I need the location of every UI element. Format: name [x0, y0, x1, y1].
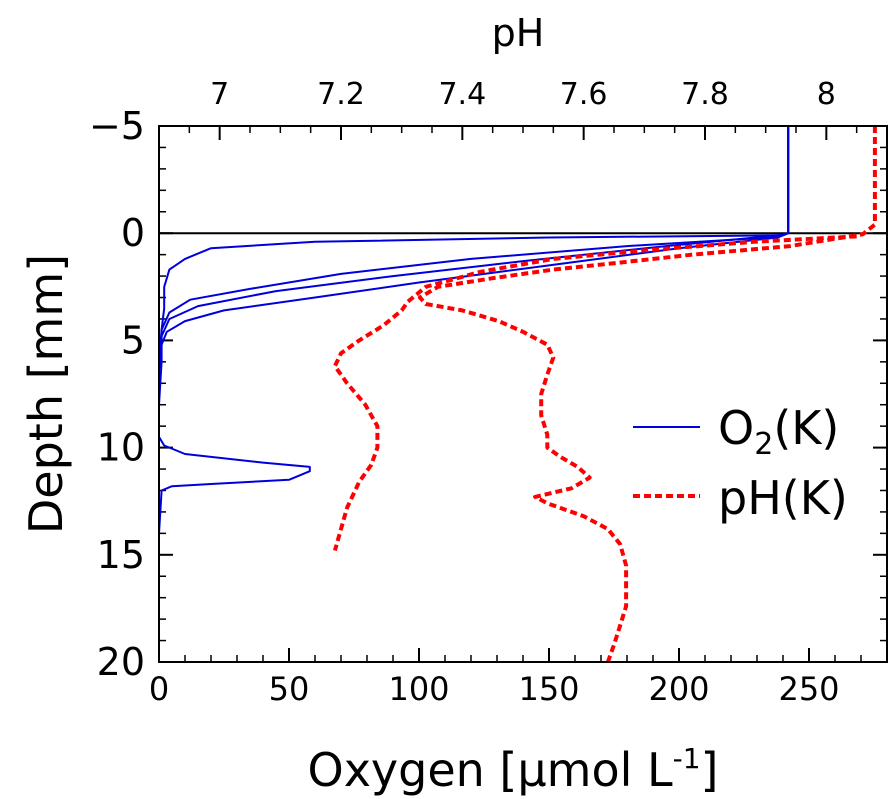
y-tick-label: −5 — [89, 104, 145, 148]
x-tick-label: 200 — [648, 670, 709, 708]
ph-profile-line-4 — [417, 126, 877, 663]
top-tick-label: 7 — [210, 77, 229, 112]
y-tick-label: 15 — [97, 533, 145, 577]
legend-o2-main: O — [718, 401, 754, 455]
x-tick-label: 0 — [149, 670, 169, 708]
oxygen-profile-line-0 — [158, 126, 790, 662]
legend-o2-subscript: 2 — [754, 427, 773, 462]
oxygen-profile-line-3 — [158, 126, 790, 373]
top-tick-label: 7.8 — [681, 77, 729, 112]
x-axis-title: Oxygen [µmol L-1] — [308, 742, 719, 797]
plot-frame — [158, 125, 888, 663]
top-tick-label: 7.4 — [438, 77, 486, 112]
top-axis-title: pH — [492, 11, 545, 55]
x-tick-label: 100 — [388, 670, 449, 708]
x-axis-title-main: Oxygen [µmol L — [308, 743, 673, 797]
x-tick-label: 50 — [269, 670, 310, 708]
x-tick-label: 250 — [778, 670, 839, 708]
ph-profile-line-5 — [332, 234, 857, 552]
y-axis-title: Depth [mm] — [19, 254, 73, 534]
legend-ph-label: pH(K) — [718, 471, 848, 525]
y-tick-label: 5 — [121, 318, 145, 362]
legend-o2-label: O2(K) — [718, 401, 839, 462]
top-tick-label: 7.6 — [560, 77, 608, 112]
y-tick-label: 20 — [97, 640, 145, 684]
legend: O2(K) pH(K) — [633, 401, 848, 525]
y-tick-label: 10 — [97, 426, 145, 470]
top-tick-label: 7.2 — [317, 77, 365, 112]
x-axis-title-suffix: ] — [701, 743, 719, 797]
ticks-layer — [158, 125, 888, 663]
labels-layer: 0 50 100 150 200 250 7 7.2 7.4 7.6 7.8 8 −5 0 5 10 15 20 — [89, 77, 840, 708]
series-layer — [158, 126, 887, 663]
oxygen-profile-line-2 — [158, 126, 790, 362]
top-tick-label: 8 — [817, 77, 836, 112]
y-tick-label: 0 — [121, 211, 145, 255]
x-axis-title-superscript: -1 — [673, 742, 701, 775]
x-tick-label: 150 — [518, 670, 579, 708]
legend-o2-suffix: (K) — [773, 401, 839, 455]
